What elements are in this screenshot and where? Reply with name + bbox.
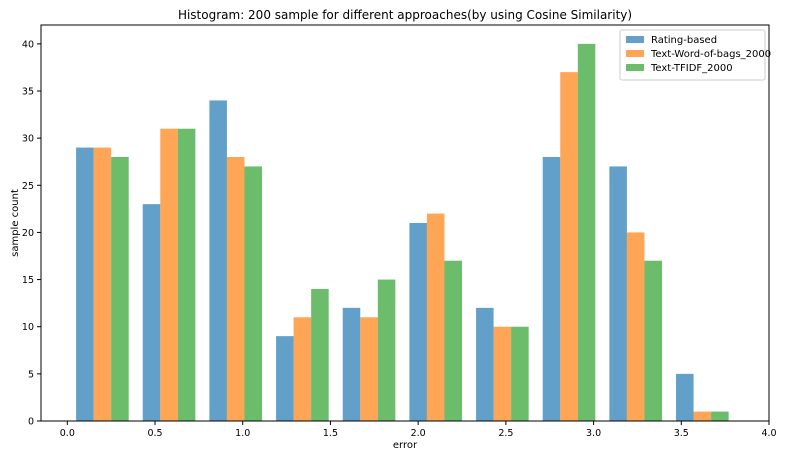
y-tick-label: 10 xyxy=(22,322,34,333)
bars-group xyxy=(76,43,729,422)
legend-swatch xyxy=(626,64,644,71)
plot-frame xyxy=(40,24,770,422)
x-axis: 0.0 0.5 1.0 1.5 2.0 2.5 3.0 3.5 4.0 xyxy=(60,421,777,439)
bar-1-0 xyxy=(93,147,112,421)
y-tick-label: 35 xyxy=(22,87,34,98)
chart-title: Histogram: 200 sample for different appr… xyxy=(178,8,632,22)
legend-label: Rating-based xyxy=(651,35,717,46)
legend-label: Text-Word-of-bags_2000 xyxy=(650,49,771,60)
bar-0-0 xyxy=(76,147,94,421)
bar-2-7 xyxy=(577,43,596,422)
x-tick-label: 2.5 xyxy=(498,428,513,439)
bar-0-1 xyxy=(142,204,161,421)
bar-0-9 xyxy=(676,373,694,421)
bar-1-1 xyxy=(160,128,178,421)
y-tick-label: 0 xyxy=(28,417,34,428)
bar-2-1 xyxy=(177,128,196,421)
bar-1-6 xyxy=(493,326,512,421)
bar-2-2 xyxy=(244,166,263,421)
x-tick-label: 2.0 xyxy=(411,428,426,439)
bar-0-4 xyxy=(342,307,361,421)
bar-2-8 xyxy=(644,260,662,421)
bar-0-5 xyxy=(409,223,427,421)
legend-box xyxy=(619,29,766,81)
y-tick-label: 20 xyxy=(22,228,34,239)
x-tick-label: 0.5 xyxy=(147,428,162,439)
y-tick-label: 15 xyxy=(22,275,34,286)
bar-2-3 xyxy=(311,289,329,421)
x-tick-label: 1.0 xyxy=(235,428,250,439)
bar-2-5 xyxy=(444,260,463,421)
y-axis: 0 5 10 15 20 25 30 35 40 xyxy=(22,39,41,428)
bar-0-3 xyxy=(276,336,294,421)
bar-1-2 xyxy=(226,157,245,421)
y-tick-label: 5 xyxy=(28,369,34,380)
bar-2-0 xyxy=(111,157,129,421)
bar-1-4 xyxy=(360,317,378,421)
legend-swatch xyxy=(626,50,644,57)
bar-1-5 xyxy=(426,213,445,421)
legend-label: Text-TFIDF_2000 xyxy=(650,63,733,74)
y-axis-label: sample count xyxy=(10,189,21,257)
bar-0-8 xyxy=(609,166,627,421)
y-tick-label: 30 xyxy=(22,134,34,145)
x-tick-label: 4.0 xyxy=(761,428,776,439)
x-tick-label: 3.0 xyxy=(586,428,601,439)
x-tick-label: 3.5 xyxy=(674,428,689,439)
x-tick-label: 1.5 xyxy=(323,428,338,439)
legend-swatch xyxy=(626,36,644,43)
bar-2-9 xyxy=(711,411,729,421)
y-tick-label: 40 xyxy=(22,39,34,50)
bar-1-7 xyxy=(560,72,578,421)
y-tick-label: 25 xyxy=(22,181,34,192)
bar-0-7 xyxy=(542,157,561,421)
bar-1-3 xyxy=(293,317,312,421)
bar-2-4 xyxy=(377,279,396,421)
bar-1-9 xyxy=(693,411,712,421)
bar-2-6 xyxy=(511,326,529,421)
x-axis-label: error xyxy=(393,440,418,451)
legend: Rating-based Text-Word-of-bags_2000 Text-T… xyxy=(619,29,771,81)
bar-1-8 xyxy=(626,232,645,421)
bar-0-6 xyxy=(476,307,494,421)
bar-0-2 xyxy=(209,100,227,422)
x-tick-label: 0.0 xyxy=(60,428,75,439)
